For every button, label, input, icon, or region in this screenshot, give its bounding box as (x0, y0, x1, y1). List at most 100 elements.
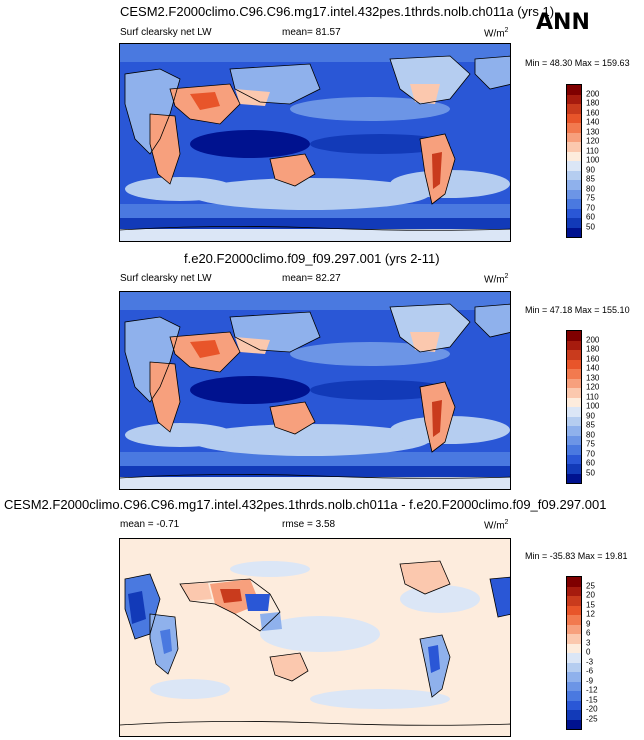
colorbar-swatch (567, 426, 581, 436)
colorbar-swatch (567, 634, 581, 644)
panel-3-colorbar (566, 576, 582, 730)
colorbar-tick-label: 130 (586, 127, 600, 136)
colorbar-tick-label: 70 (586, 203, 595, 212)
colorbar-tick-label: 9 (586, 619, 591, 628)
colorbar-tick-label: 75 (586, 193, 595, 203)
panel-1-colorbar-ticks: 200 180 160 140 130 120 110 100 90 85 80 75 70 60 50 (586, 84, 626, 236)
panel-3-units: W/m2 (484, 519, 509, 532)
colorbar-tick-label: 100 (586, 401, 600, 411)
colorbar-tick-label: 3 (586, 638, 591, 647)
colorbar-tick-label: 160 (586, 108, 600, 117)
panel-1-map (119, 43, 511, 242)
colorbar-swatch (567, 227, 581, 237)
panel-3-colorbar-ticks: 25 20 15 12 9 6 3 0 -3 -6 -9 -12 -15 -20 -25 (586, 576, 626, 728)
colorbar-swatch (567, 218, 581, 228)
colorbar-swatch (567, 710, 581, 720)
colorbar-tick-label: 180 (586, 344, 600, 354)
colorbar-tick-label: 50 (586, 222, 595, 231)
colorbar-swatch (567, 719, 581, 729)
colorbar-swatch (567, 397, 581, 407)
colorbar-tick-label: -3 (586, 657, 594, 666)
colorbar-swatch (567, 672, 581, 682)
panel-2-title: f.e20.F2000climo.f09_f09.297.001 (yrs 2-… (184, 251, 440, 266)
colorbar-swatch (567, 340, 581, 350)
colorbar-swatch (567, 388, 581, 398)
colorbar-tick-label: 6 (586, 628, 591, 638)
colorbar-swatch (567, 662, 581, 672)
panel-1-title: CESM2.F2000climo.C96.C96.mg17.intel.432p… (120, 4, 555, 19)
colorbar-tick-label: 90 (586, 411, 595, 420)
colorbar-tick-label: 80 (586, 184, 595, 193)
colorbar-tick-label: 90 (586, 165, 595, 174)
colorbar-swatch (567, 454, 581, 464)
colorbar-swatch (567, 189, 581, 199)
colorbar-swatch (567, 464, 581, 474)
colorbar-tick-label: 75 (586, 439, 595, 449)
colorbar-tick-label: 85 (586, 420, 595, 430)
colorbar-tick-label: 60 (586, 458, 595, 468)
colorbar-swatch (567, 596, 581, 606)
colorbar-tick-label: 200 (586, 335, 600, 344)
colorbar-swatch (567, 208, 581, 218)
colorbar-swatch (567, 170, 581, 180)
colorbar-swatch (567, 624, 581, 634)
colorbar-swatch (567, 123, 581, 133)
colorbar-tick-label: 70 (586, 449, 595, 458)
colorbar-swatch (567, 378, 581, 388)
colorbar-tick-label: 0 (586, 647, 591, 657)
colorbar-swatch (567, 586, 581, 596)
colorbar-tick-label: -12 (586, 685, 598, 695)
colorbar-swatch (567, 681, 581, 691)
colorbar-swatch (567, 331, 581, 341)
colorbar-tick-label: -20 (586, 704, 598, 714)
colorbar-tick-label: 120 (586, 136, 600, 146)
colorbar-swatch (567, 445, 581, 455)
colorbar-tick-label: 20 (586, 590, 595, 600)
colorbar-tick-label: 200 (586, 89, 600, 98)
colorbar-tick-label: 140 (586, 117, 600, 127)
colorbar-tick-label: 50 (586, 468, 595, 477)
panel-3-minmax: Min = -35.83 Max = 19.81 (525, 551, 628, 561)
colorbar-tick-label: -9 (586, 676, 594, 685)
colorbar-swatch (567, 142, 581, 152)
panel-2-minmax: Min = 47.18 Max = 155.10 (525, 305, 630, 315)
colorbar-swatch (567, 104, 581, 114)
colorbar-tick-label: 85 (586, 174, 595, 184)
panel-1-variable-label: Surf clearsky net LW (120, 27, 212, 38)
colorbar-swatch (567, 359, 581, 369)
colorbar-tick-label: 140 (586, 363, 600, 373)
panel-2-map (119, 291, 511, 490)
colorbar-tick-label: -15 (586, 695, 598, 704)
colorbar-swatch (567, 161, 581, 171)
colorbar-swatch (567, 700, 581, 710)
colorbar-swatch (567, 653, 581, 663)
colorbar-swatch (567, 643, 581, 653)
colorbar-swatch (567, 180, 581, 190)
colorbar-tick-label: 110 (586, 392, 599, 401)
colorbar-swatch (567, 85, 581, 95)
season-label: ANN (536, 10, 590, 35)
colorbar-tick-label: 180 (586, 98, 600, 108)
panel-2-mean-label: mean= 82.27 (282, 273, 341, 284)
panel-1-colorbar (566, 84, 582, 238)
colorbar-swatch (567, 416, 581, 426)
colorbar-swatch (567, 691, 581, 701)
colorbar-tick-label: 130 (586, 373, 600, 382)
colorbar-tick-label: 12 (586, 609, 595, 619)
panel-3-rmse-label: rmse = 3.58 (282, 519, 336, 530)
panel-1-units: W/m2 (484, 27, 509, 40)
panel-3-map (119, 538, 511, 737)
panel-2-colorbar-ticks: 200 180 160 140 130 120 110 100 90 85 80 75 70 60 50 (586, 330, 626, 482)
colorbar-tick-label: 15 (586, 600, 595, 609)
colorbar-tick-label: 160 (586, 354, 600, 363)
colorbar-tick-label: 60 (586, 212, 595, 222)
colorbar-tick-label: 100 (586, 155, 600, 165)
colorbar-tick-label: -6 (586, 666, 594, 676)
panel-1-minmax: Min = 48.30 Max = 159.63 (525, 58, 630, 68)
colorbar-swatch (567, 577, 581, 587)
colorbar-swatch (567, 435, 581, 445)
panel-2-units: W/m2 (484, 273, 509, 286)
colorbar-tick-label: 120 (586, 382, 600, 392)
colorbar-swatch (567, 407, 581, 417)
colorbar-swatch (567, 350, 581, 360)
